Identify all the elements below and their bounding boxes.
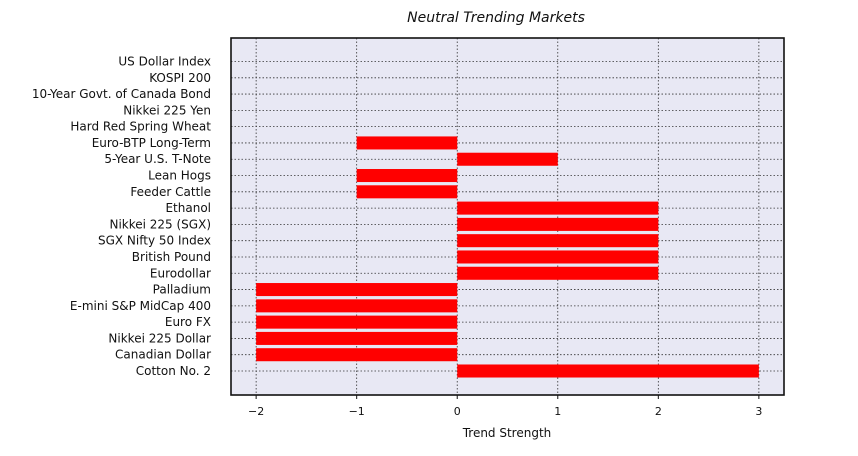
bar [457, 152, 558, 166]
category-label: Euro FX [165, 315, 211, 329]
category-labels: US Dollar Index KOSPI 200 10-Year Govt. of… [32, 55, 211, 379]
category-label: Canadian Dollar [115, 348, 211, 362]
bar [457, 250, 659, 264]
bar [457, 217, 659, 231]
category-label: Nikkei 225 Yen [123, 103, 211, 117]
category-label: Eurodollar [150, 266, 211, 280]
category-label: Hard Red Spring Wheat [70, 120, 211, 134]
category-label: SGX Nifty 50 Index [98, 234, 211, 248]
bar [256, 299, 458, 313]
category-label: US Dollar Index [118, 55, 211, 69]
category-label: Cotton No. 2 [136, 364, 211, 378]
category-label: Euro-BTP Long-Term [92, 136, 211, 150]
category-label: E-mini S&P MidCap 400 [70, 299, 211, 313]
x-tick-label: −1 [349, 405, 365, 418]
x-tick-label: 2 [655, 405, 662, 418]
bar [256, 283, 458, 297]
bar [256, 348, 458, 362]
bar [356, 136, 458, 150]
x-tick-label: −2 [248, 405, 264, 418]
category-label: British Pound [132, 250, 211, 264]
category-label: Palladium [153, 283, 211, 297]
category-label: Nikkei 225 (SGX) [109, 217, 211, 231]
x-axis-label: Trend Strength [462, 426, 552, 440]
bar [256, 315, 458, 329]
x-axis-ticks: −2 −1 0 1 2 3 [248, 395, 762, 418]
bar [457, 266, 659, 280]
x-tick-label: 1 [554, 405, 561, 418]
bar [356, 169, 458, 183]
bar [457, 234, 659, 248]
category-label: 10-Year Govt. of Canada Bond [32, 87, 211, 101]
bar [356, 185, 458, 199]
bar [256, 331, 458, 345]
bars [256, 136, 759, 378]
category-label: Lean Hogs [148, 169, 211, 183]
bar [457, 364, 759, 378]
category-label: Feeder Cattle [130, 185, 211, 199]
plot-frame [230, 37, 785, 396]
category-label: KOSPI 200 [149, 71, 211, 85]
category-label: Ethanol [165, 201, 211, 215]
x-tick-label: 3 [755, 405, 762, 418]
chart-title: Neutral Trending Markets [407, 10, 585, 26]
x-tick-label: 0 [454, 405, 461, 418]
category-label: Nikkei 225 Dollar [108, 331, 211, 345]
category-label: 5-Year U.S. T-Note [104, 152, 211, 166]
bar [457, 201, 659, 215]
